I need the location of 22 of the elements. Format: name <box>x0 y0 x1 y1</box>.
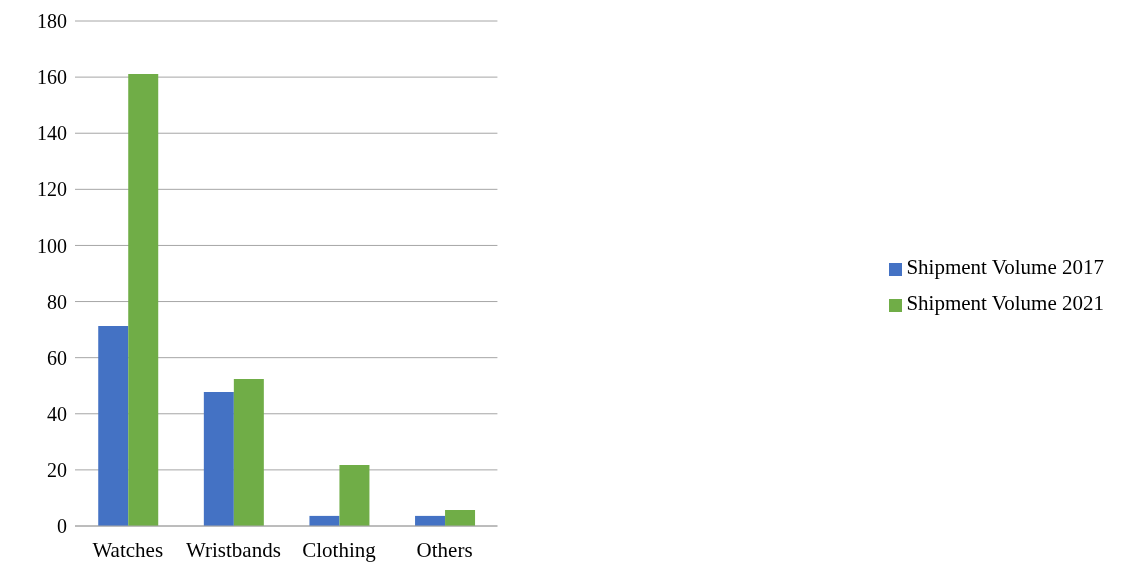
bar <box>203 391 234 526</box>
x-tick-label: Wristbands <box>186 537 281 562</box>
y-tick-label: 20 <box>47 458 67 481</box>
x-tick-label: Clothing <box>302 537 377 562</box>
bar <box>233 378 264 526</box>
bar <box>339 465 370 526</box>
y-tick-label: 60 <box>47 346 67 369</box>
y-tick-label: 120 <box>37 178 67 201</box>
y-tick-label: 140 <box>37 122 67 145</box>
legend-label: Shipment Volume 2021 <box>906 291 1104 315</box>
legend-label: Shipment Volume 2017 <box>906 255 1104 279</box>
bar <box>98 325 129 526</box>
y-tick-label: 0 <box>57 515 67 538</box>
bar <box>128 74 159 526</box>
y-tick-label: 40 <box>47 402 67 425</box>
y-tick-label: 180 <box>37 10 67 33</box>
y-tick-label: 160 <box>37 66 67 89</box>
y-tick-label: 80 <box>47 290 67 313</box>
bar <box>445 510 476 526</box>
y-tick-label: 100 <box>37 234 67 257</box>
x-tick-label: Others <box>416 537 473 562</box>
x-tick-label: Watches <box>92 537 164 562</box>
